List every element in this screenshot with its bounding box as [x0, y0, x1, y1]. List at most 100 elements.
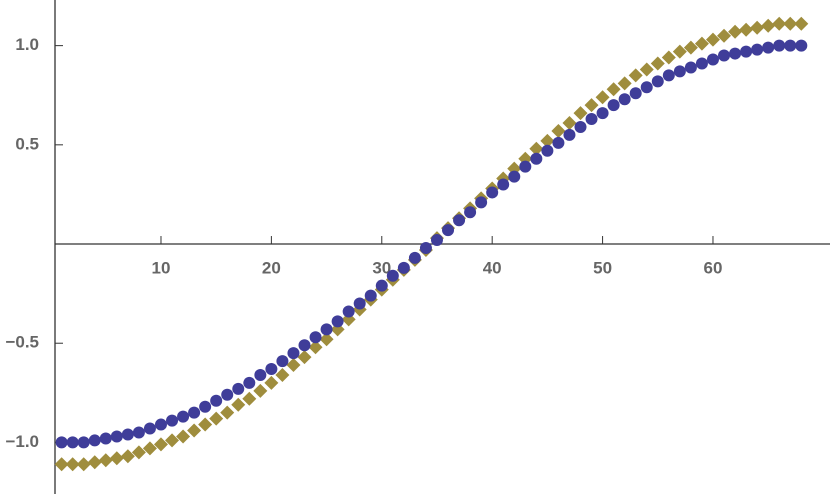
- diamond-point: [739, 22, 754, 37]
- circle-point: [784, 39, 797, 52]
- circle-point: [552, 136, 565, 149]
- circle-point: [419, 241, 432, 254]
- x-tick-label: 20: [262, 259, 281, 278]
- circle-point: [662, 69, 675, 82]
- circle-point: [408, 251, 421, 264]
- diamond-point: [76, 457, 91, 472]
- circle-point: [132, 426, 145, 439]
- circle-point: [364, 289, 377, 302]
- circle-point: [287, 347, 300, 360]
- circle-point: [232, 382, 245, 395]
- circle-point: [375, 279, 388, 292]
- diamond-point: [540, 133, 555, 148]
- diamond-point: [308, 340, 323, 355]
- diamond-point: [661, 50, 676, 65]
- diamond-point: [717, 28, 732, 43]
- circle-point: [298, 339, 311, 352]
- circle-point: [563, 128, 576, 141]
- circle-point: [265, 363, 278, 376]
- y-tick-label: 0.5: [15, 134, 39, 153]
- circle-point: [574, 120, 587, 133]
- circle-point: [276, 355, 289, 368]
- circle-point: [320, 323, 333, 336]
- diamond-point: [54, 457, 69, 472]
- diamond-point: [639, 62, 654, 77]
- diamond-point: [562, 116, 577, 131]
- circle-point: [673, 65, 686, 78]
- diamond-point: [253, 383, 268, 398]
- diamond-point: [650, 56, 665, 71]
- circle-point: [740, 45, 753, 58]
- circle-point: [166, 414, 179, 427]
- circle-point: [309, 331, 322, 344]
- circle-point: [795, 39, 808, 52]
- circle-point: [154, 418, 167, 431]
- diamond-point: [231, 397, 246, 412]
- diamond-point: [319, 332, 334, 347]
- diamond-point: [109, 451, 124, 466]
- diamond-point: [584, 98, 599, 113]
- diamond-point: [772, 16, 787, 31]
- circle-point: [221, 388, 234, 401]
- diamond-point: [683, 40, 698, 55]
- diamond-point: [551, 123, 566, 138]
- circle-point: [729, 47, 742, 60]
- circle-point: [706, 53, 719, 66]
- circle-point: [651, 75, 664, 88]
- circle-point: [353, 297, 366, 310]
- circle-point: [519, 160, 532, 173]
- circle-point: [397, 261, 410, 274]
- diamond-point: [794, 16, 809, 31]
- circle-point: [254, 368, 267, 381]
- circle-point: [751, 43, 764, 56]
- diamond-point: [728, 24, 743, 39]
- circle-point: [453, 214, 466, 227]
- circle-point: [640, 81, 653, 94]
- circle-point: [607, 99, 620, 112]
- diamond-point: [783, 16, 798, 31]
- diamond-point: [606, 82, 621, 97]
- circle-point: [475, 196, 488, 209]
- x-tick-label: 30: [372, 259, 391, 278]
- circle-point: [430, 234, 443, 247]
- diamond-point: [617, 76, 632, 91]
- circle-point: [718, 49, 731, 62]
- diamond-point: [165, 433, 180, 448]
- diamond-point: [209, 411, 224, 426]
- circle-point: [508, 170, 521, 183]
- circle-point: [188, 406, 201, 419]
- circle-point: [143, 422, 156, 435]
- circle-point: [695, 57, 708, 70]
- diamond-point: [705, 32, 720, 47]
- circle-point: [55, 436, 68, 449]
- x-tick-label: 40: [483, 259, 502, 278]
- circle-point: [243, 376, 256, 389]
- x-tick-label: 50: [593, 259, 612, 278]
- diamond-point: [187, 423, 202, 438]
- diamond-point: [264, 375, 279, 390]
- circle-point: [88, 434, 101, 447]
- diamond-point: [297, 350, 312, 365]
- circle-point: [66, 436, 79, 449]
- circle-point: [331, 315, 344, 328]
- diamond-point: [220, 405, 235, 420]
- circle-point: [77, 436, 90, 449]
- diamond-point: [595, 90, 610, 105]
- diamond-point: [672, 44, 687, 59]
- y-tick-label: −1.0: [5, 432, 39, 451]
- circle-point: [541, 144, 554, 157]
- circle-point: [486, 186, 499, 199]
- circle-point: [342, 305, 355, 318]
- diamond-point: [198, 417, 213, 432]
- circle-point: [497, 178, 510, 191]
- diamond-point: [176, 429, 191, 444]
- y-tick-label: −0.5: [5, 333, 39, 352]
- diamond-point: [286, 358, 301, 373]
- diamond-point: [628, 68, 643, 83]
- diamond-point: [87, 455, 102, 470]
- circle-point: [684, 61, 697, 74]
- circle-point: [618, 93, 631, 106]
- diamond-point: [65, 457, 80, 472]
- circle-point: [585, 113, 598, 126]
